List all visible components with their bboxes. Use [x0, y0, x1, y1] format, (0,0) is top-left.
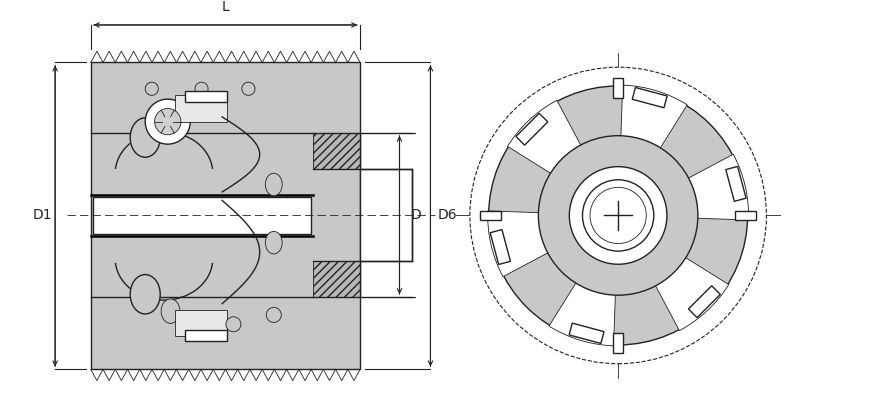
Circle shape	[155, 108, 181, 135]
Bar	[93, 197, 312, 234]
Bar	[313, 133, 360, 169]
Circle shape	[590, 187, 647, 244]
Polygon shape	[689, 286, 720, 318]
Ellipse shape	[130, 118, 160, 157]
Polygon shape	[633, 87, 667, 108]
Circle shape	[242, 82, 255, 95]
Circle shape	[266, 307, 281, 322]
Polygon shape	[480, 211, 500, 220]
Wedge shape	[618, 85, 687, 216]
Circle shape	[145, 99, 190, 144]
Polygon shape	[735, 211, 756, 220]
Ellipse shape	[265, 231, 283, 254]
Bar	[313, 262, 360, 297]
Text: D1: D1	[32, 208, 52, 222]
Text: D: D	[410, 208, 422, 222]
Bar	[175, 95, 227, 121]
Circle shape	[583, 180, 654, 251]
Polygon shape	[613, 77, 623, 98]
Circle shape	[470, 67, 766, 364]
Polygon shape	[516, 113, 548, 145]
Ellipse shape	[130, 275, 160, 314]
Polygon shape	[569, 323, 604, 343]
Circle shape	[226, 317, 241, 332]
Wedge shape	[507, 100, 618, 216]
Circle shape	[195, 82, 208, 95]
Ellipse shape	[161, 108, 180, 133]
Wedge shape	[549, 216, 618, 346]
Bar	[360, 169, 412, 262]
Bar	[185, 330, 227, 341]
Bar	[175, 310, 227, 337]
Polygon shape	[613, 333, 623, 353]
Text: L: L	[221, 0, 229, 14]
Bar	[91, 62, 360, 369]
Wedge shape	[618, 216, 729, 331]
Wedge shape	[487, 211, 618, 277]
Ellipse shape	[161, 299, 180, 324]
Polygon shape	[726, 166, 746, 201]
Circle shape	[570, 167, 667, 264]
Bar	[185, 91, 227, 102]
Wedge shape	[618, 154, 748, 220]
Text: D6: D6	[438, 208, 458, 222]
Polygon shape	[490, 229, 510, 264]
Circle shape	[145, 82, 158, 95]
Ellipse shape	[265, 173, 283, 196]
Circle shape	[538, 136, 698, 295]
Circle shape	[488, 86, 747, 345]
